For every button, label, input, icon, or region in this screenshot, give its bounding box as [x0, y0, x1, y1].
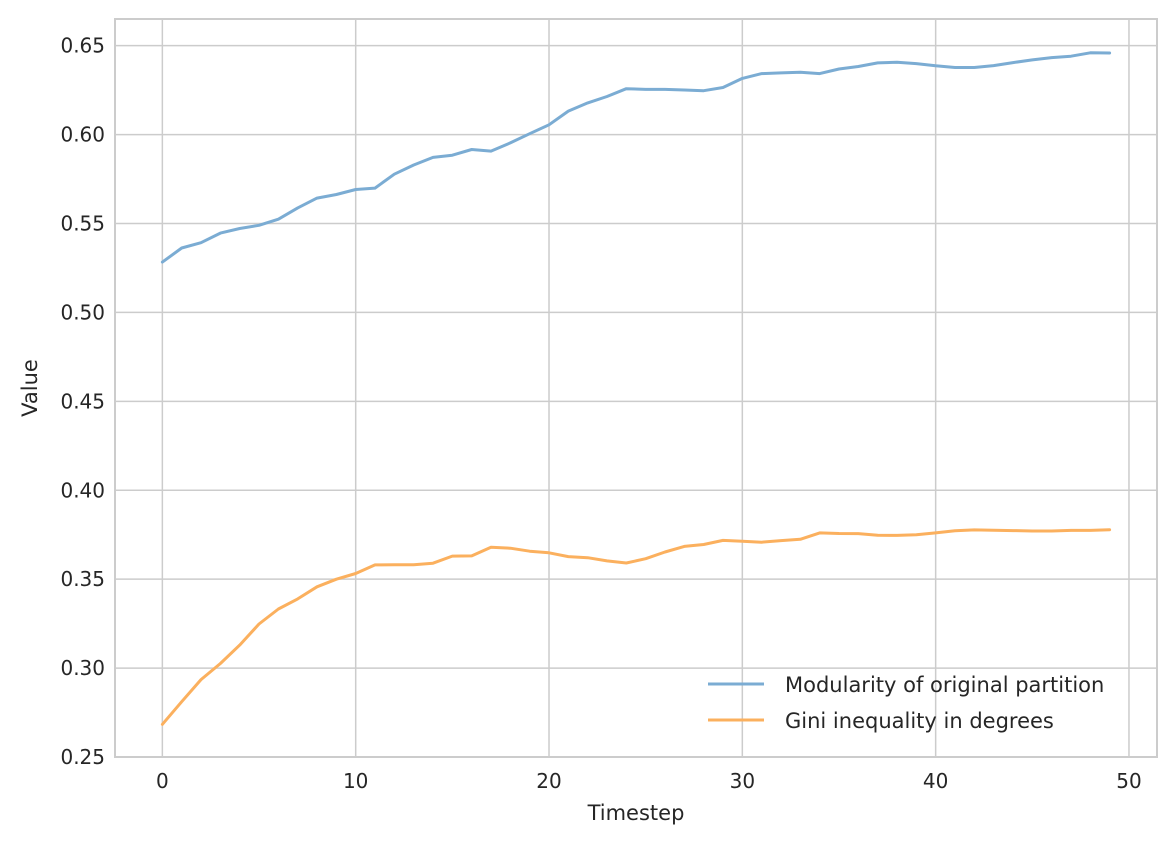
- x-tick-label: 0: [156, 769, 169, 793]
- y-tick-label: 0.60: [60, 123, 105, 147]
- plot-frame: [114, 18, 1158, 758]
- legend-label-2: Gini inequality in degrees: [785, 709, 1054, 733]
- x-tick-labels: 0 10 20 30 40 50: [156, 769, 1142, 793]
- y-tick-label: 0.55: [60, 212, 105, 236]
- y-tick-label: 0.30: [60, 656, 105, 680]
- x-tick-label: 20: [536, 769, 561, 793]
- y-tick-label: 0.25: [60, 745, 105, 769]
- x-axis-title: Timestep: [587, 801, 685, 825]
- series-layer: [160, 51, 1112, 726]
- grid-lines: [115, 19, 1157, 758]
- x-tick-label: 40: [923, 769, 948, 793]
- y-tick-label: 0.45: [60, 389, 105, 413]
- y-tick-label: 0.40: [60, 478, 105, 502]
- series-line-1: [160, 51, 1112, 264]
- legend: Modularity of original partition Gini ine…: [708, 673, 1104, 733]
- y-tick-label: 0.35: [60, 567, 105, 591]
- x-tick-label: 30: [730, 769, 755, 793]
- legend-label-1: Modularity of original partition: [785, 673, 1104, 697]
- y-tick-labels: 0.25 0.30 0.35 0.40 0.45 0.50 0.55 0.60 0.65: [60, 34, 105, 769]
- y-axis-title: Value: [18, 359, 42, 417]
- x-tick-label: 10: [343, 769, 368, 793]
- y-tick-label: 0.65: [60, 34, 105, 58]
- series-line-2: [160, 528, 1112, 726]
- y-tick-label: 0.50: [60, 300, 105, 324]
- x-tick-label: 50: [1116, 769, 1141, 793]
